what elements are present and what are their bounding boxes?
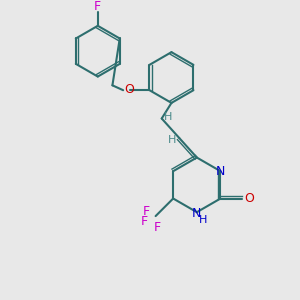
Text: H: H — [164, 112, 173, 122]
Text: F: F — [154, 221, 161, 234]
Text: N: N — [216, 165, 225, 178]
Text: F: F — [142, 205, 149, 218]
Text: O: O — [244, 192, 254, 205]
Text: N: N — [192, 207, 202, 220]
Text: F: F — [94, 0, 101, 13]
Text: O: O — [124, 83, 134, 96]
Text: H: H — [199, 215, 207, 225]
Text: F: F — [140, 215, 148, 228]
Text: H: H — [168, 135, 177, 145]
